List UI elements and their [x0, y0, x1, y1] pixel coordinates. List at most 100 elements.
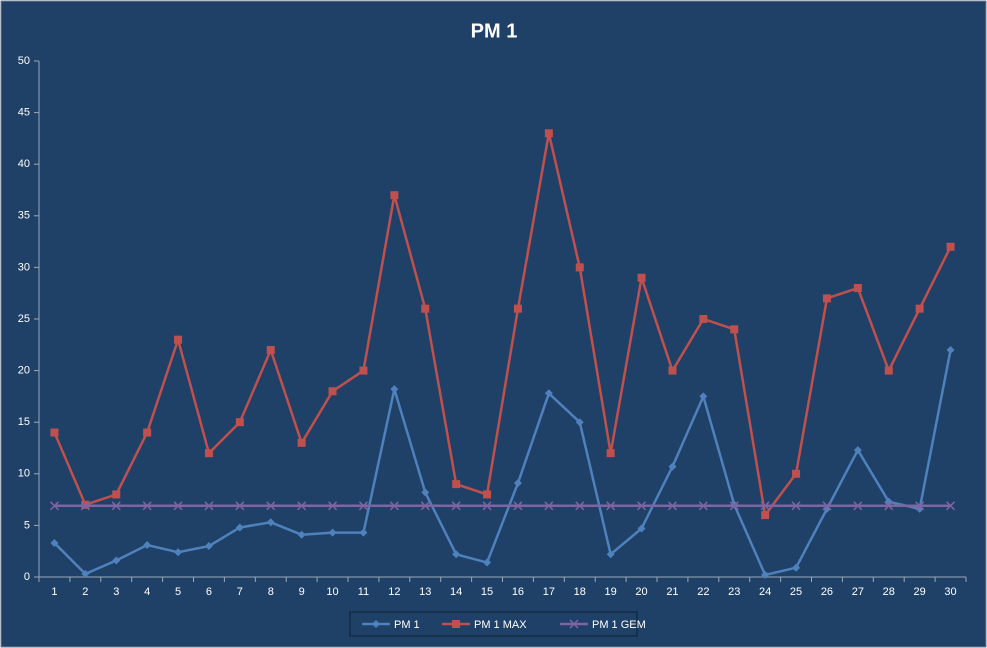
y-tick-label: 20	[18, 365, 30, 377]
marker	[822, 501, 832, 511]
marker	[792, 469, 801, 478]
marker	[575, 501, 585, 511]
x-tick-label: 4	[144, 586, 150, 598]
marker	[699, 392, 708, 401]
x-tick-label: 26	[821, 586, 833, 598]
marker	[111, 501, 121, 511]
marker	[80, 501, 90, 511]
y-tick-label: 45	[18, 107, 30, 119]
marker	[699, 315, 708, 323]
x-tick-label: 25	[790, 586, 802, 598]
marker	[606, 501, 616, 511]
marker	[266, 518, 275, 527]
marker	[637, 501, 647, 511]
y-tick-label: 25	[18, 313, 30, 325]
marker	[372, 620, 380, 628]
marker	[482, 501, 492, 511]
x-tick-label: 21	[666, 586, 678, 598]
marker	[390, 191, 399, 200]
marker	[204, 542, 213, 551]
marker	[359, 366, 368, 375]
marker	[575, 418, 584, 427]
x-tick-label: 14	[450, 586, 462, 598]
x-tick-label: 29	[914, 586, 926, 598]
y-tick-label: 30	[18, 261, 30, 273]
marker	[483, 558, 492, 567]
y-tick-label: 0	[24, 571, 30, 583]
marker	[452, 480, 461, 489]
marker	[760, 501, 770, 511]
chart-title: PM 1	[471, 20, 518, 42]
marker	[822, 294, 831, 303]
marker	[421, 304, 430, 313]
legend: PM 1 PM 1 MAX PM 1 GEM	[349, 611, 646, 637]
marker	[668, 366, 677, 375]
marker	[946, 345, 955, 354]
marker	[328, 528, 337, 537]
x-tick-label: 23	[728, 586, 740, 598]
marker	[297, 438, 306, 447]
x-tick-label: 16	[512, 586, 524, 598]
marker	[915, 304, 924, 313]
legend-label: PM 1	[394, 619, 420, 631]
x-tick-label: 3	[113, 586, 119, 598]
marker	[791, 501, 801, 511]
marker	[946, 501, 956, 511]
y-tick-label: 40	[18, 158, 30, 170]
marker	[235, 501, 245, 511]
x-tick-label: 11	[358, 586, 369, 598]
marker	[297, 530, 306, 539]
marker	[451, 501, 461, 511]
marker	[513, 479, 522, 488]
marker	[421, 488, 430, 497]
marker	[761, 511, 770, 520]
marker	[668, 462, 677, 471]
marker	[143, 428, 152, 437]
x-tick-label: 17	[543, 586, 555, 598]
marker	[174, 548, 183, 557]
marker	[235, 523, 244, 532]
marker	[174, 335, 183, 344]
x-tick-label: 19	[605, 586, 617, 598]
x-tick-label: 22	[697, 586, 709, 598]
marker	[853, 446, 862, 455]
marker	[266, 501, 276, 511]
x-tick-label: 28	[883, 586, 895, 598]
legend-box	[349, 611, 638, 637]
marker	[606, 550, 615, 559]
x-tick-label: 15	[481, 586, 493, 598]
legend-label: PM 1 MAX	[474, 619, 527, 631]
marker	[390, 385, 399, 394]
x-tick-label: 5	[175, 586, 181, 598]
marker	[50, 538, 59, 547]
x-tick-label: 24	[759, 586, 771, 598]
marker	[50, 428, 59, 437]
marker	[359, 528, 368, 537]
marker	[328, 387, 337, 396]
marker	[915, 501, 925, 511]
marker	[575, 263, 584, 272]
marker	[792, 563, 801, 572]
marker	[143, 541, 152, 550]
marker	[637, 524, 646, 533]
marker	[637, 273, 646, 282]
legend-label: PM 1 GEM	[592, 619, 646, 631]
y-tick-label: 15	[18, 416, 30, 428]
x-tick-label: 30	[944, 586, 956, 598]
marker	[730, 325, 739, 334]
marker	[389, 501, 399, 511]
x-tick-label: 18	[574, 586, 586, 598]
x-tick-label: 20	[635, 586, 647, 598]
marker	[513, 304, 522, 313]
y-tick-label: 10	[18, 468, 30, 480]
x-tick-label: 6	[206, 586, 212, 598]
marker	[173, 501, 183, 511]
marker	[112, 556, 121, 565]
x-tick-label: 8	[268, 586, 274, 598]
marker	[204, 501, 214, 511]
x-tick-label: 27	[852, 586, 864, 598]
marker	[884, 366, 893, 375]
marker	[297, 501, 307, 511]
marker	[204, 449, 213, 458]
